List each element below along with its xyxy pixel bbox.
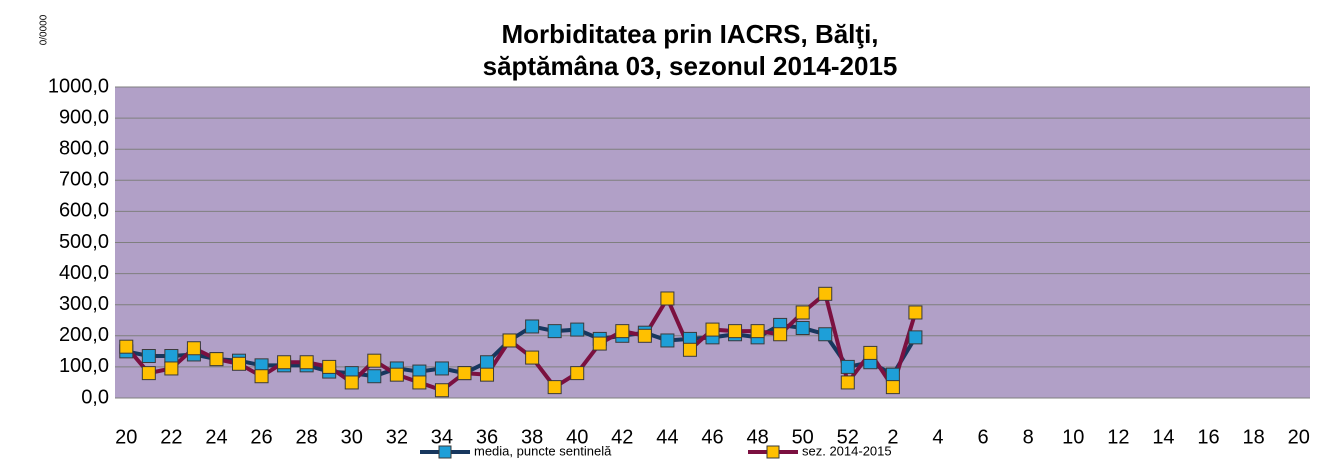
marker: [457, 366, 472, 381]
chart-title: săptămâna 03, sezonul 2014-2015: [483, 51, 898, 81]
y-tick-label: 400,0: [59, 262, 109, 284]
marker: [592, 336, 607, 351]
x-tick-label: 30: [341, 426, 363, 448]
marker: [367, 369, 382, 384]
marker: [547, 380, 562, 395]
legend-label: media, puncte sentinelă: [474, 443, 612, 458]
marker: [344, 375, 359, 390]
y-tick-label: 300,0: [59, 293, 109, 315]
marker: [412, 375, 427, 390]
marker: [840, 359, 855, 374]
marker: [615, 324, 630, 339]
y-tick-label: 600,0: [59, 200, 109, 222]
marker: [525, 319, 540, 334]
marker: [119, 339, 134, 354]
marker: [232, 356, 247, 371]
marker: [480, 355, 495, 370]
marker: [773, 327, 788, 342]
x-tick-label: 8: [1023, 426, 1034, 448]
y-tick-label: 800,0: [59, 137, 109, 159]
marker: [570, 322, 585, 337]
x-tick-label: 28: [296, 426, 318, 448]
marker: [660, 291, 675, 306]
marker: [682, 342, 697, 357]
marker: [637, 328, 652, 343]
marker: [863, 345, 878, 360]
marker: [186, 341, 201, 356]
marker: [164, 349, 179, 364]
x-tick-label: 6: [978, 426, 989, 448]
chart-title: Morbiditatea prin IACRS, Bălţi,: [501, 19, 878, 49]
x-tick-label: 18: [1243, 426, 1265, 448]
marker: [434, 383, 449, 398]
marker: [277, 355, 292, 370]
x-tick-label: 10: [1062, 426, 1084, 448]
marker: [885, 380, 900, 395]
marker: [840, 375, 855, 390]
x-tick-label: 34: [431, 426, 453, 448]
y-unit: 0/0000: [39, 14, 50, 45]
x-tick-label: 46: [701, 426, 723, 448]
marker: [141, 366, 156, 381]
marker: [164, 361, 179, 376]
x-tick-label: 38: [521, 426, 543, 448]
marker: [728, 324, 743, 339]
x-tick-label: 4: [932, 426, 943, 448]
y-tick-label: 0,0: [81, 386, 109, 408]
x-tick-label: 44: [656, 426, 678, 448]
legend-marker: [438, 445, 452, 459]
x-tick-label: 52: [837, 426, 859, 448]
y-tick-label: 500,0: [59, 231, 109, 253]
marker: [908, 305, 923, 320]
marker: [795, 321, 810, 336]
marker: [254, 369, 269, 384]
marker: [795, 305, 810, 320]
x-tick-label: 22: [160, 426, 182, 448]
marker: [818, 286, 833, 301]
x-tick-label: 26: [250, 426, 272, 448]
y-tick-label: 100,0: [59, 355, 109, 377]
marker: [322, 359, 337, 374]
x-tick-label: 12: [1107, 426, 1129, 448]
legend-marker: [766, 445, 780, 459]
marker: [141, 349, 156, 364]
marker: [885, 367, 900, 382]
x-tick-label: 50: [792, 426, 814, 448]
x-tick-label: 32: [386, 426, 408, 448]
y-tick-label: 200,0: [59, 324, 109, 346]
y-tick-label: 900,0: [59, 106, 109, 128]
marker: [209, 352, 224, 367]
marker: [570, 366, 585, 381]
x-tick-label: 20: [1288, 426, 1310, 448]
marker: [705, 322, 720, 337]
marker: [480, 367, 495, 382]
marker: [547, 324, 562, 339]
marker: [750, 324, 765, 339]
marker: [525, 350, 540, 365]
marker: [660, 333, 675, 348]
x-tick-label: 14: [1152, 426, 1174, 448]
x-tick-label: 40: [566, 426, 588, 448]
marker: [367, 353, 382, 368]
x-tick-label: 20: [115, 426, 137, 448]
marker: [389, 367, 404, 382]
marker: [818, 327, 833, 342]
x-tick-label: 2: [887, 426, 898, 448]
x-tick-label: 36: [476, 426, 498, 448]
x-tick-label: 24: [205, 426, 227, 448]
x-tick-label: 16: [1197, 426, 1219, 448]
marker: [434, 361, 449, 376]
y-tick-label: 700,0: [59, 169, 109, 191]
legend-label: sez. 2014-2015: [802, 443, 892, 458]
x-tick-label: 48: [746, 426, 768, 448]
marker: [299, 355, 314, 370]
marker: [502, 333, 517, 348]
y-tick-label: 1000,0: [48, 75, 109, 97]
x-tick-label: 42: [611, 426, 633, 448]
marker: [908, 330, 923, 345]
